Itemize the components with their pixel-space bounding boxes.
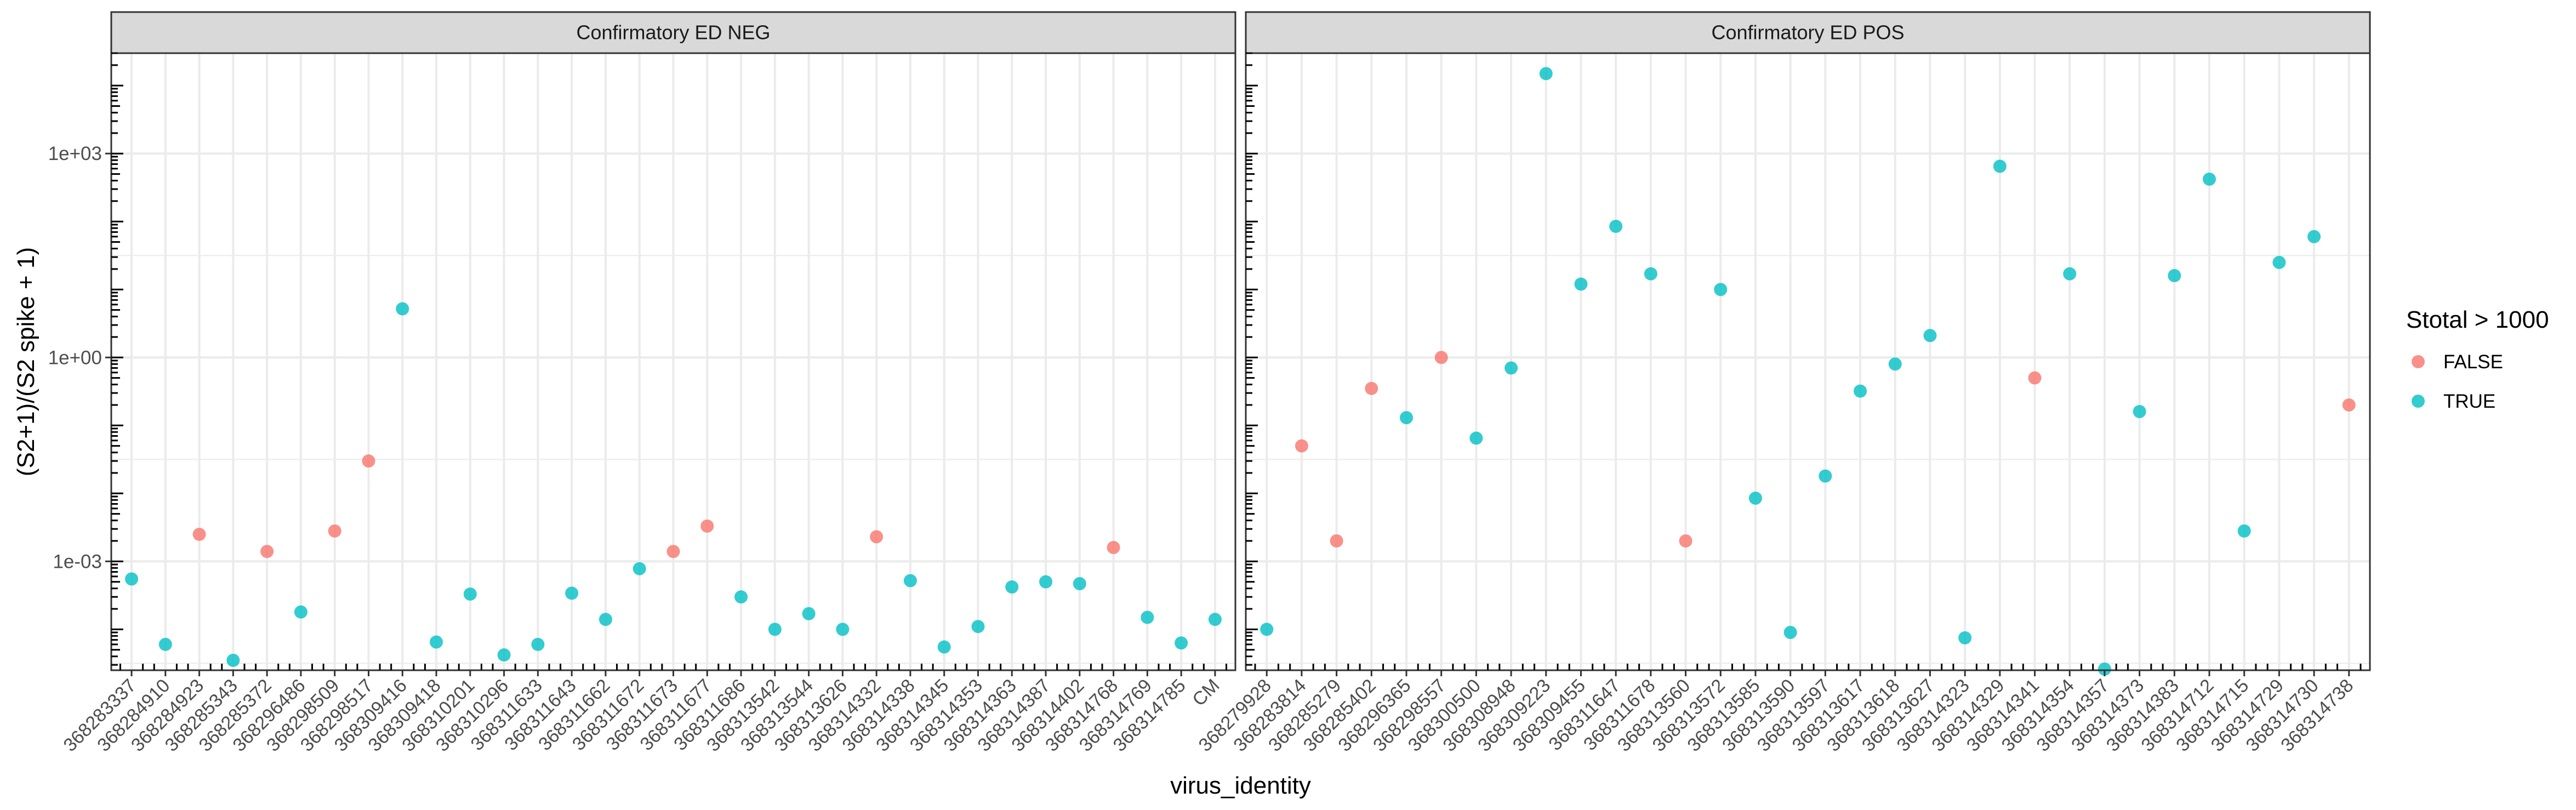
panel-confirmatory-ed-pos: Confirmatory ED POS 36827992836828381436… bbox=[1195, 11, 2371, 756]
data-point bbox=[802, 607, 816, 620]
gridlines-neg bbox=[111, 53, 1235, 670]
strip-confirmatory-ed-pos: Confirmatory ED POS bbox=[1711, 21, 1904, 44]
strip-confirmatory-ed-neg-bg bbox=[110, 11, 1236, 54]
points-neg bbox=[125, 302, 1222, 667]
data-point bbox=[260, 545, 274, 558]
x-ticks-neg: 3682833373682849103682849233682853433682… bbox=[60, 670, 1224, 756]
gridlines-pos bbox=[1246, 53, 2370, 670]
data-point bbox=[1141, 611, 1154, 624]
data-point bbox=[937, 640, 951, 654]
legend-key-true bbox=[2412, 395, 2425, 408]
data-point bbox=[1175, 636, 1188, 650]
data-point bbox=[2307, 230, 2321, 243]
data-point bbox=[497, 648, 511, 662]
data-point bbox=[2203, 172, 2216, 186]
data-point bbox=[396, 302, 409, 316]
legend-title: Stotal > 1000 bbox=[2406, 306, 2549, 333]
data-point bbox=[700, 520, 714, 533]
data-point bbox=[1574, 277, 1588, 291]
x-ticks-pos: 3682799283682838143682852793682854023682… bbox=[1195, 670, 2357, 756]
data-point bbox=[1539, 67, 1553, 81]
data-point bbox=[1854, 384, 1867, 398]
data-point bbox=[1005, 580, 1019, 594]
data-point bbox=[2063, 267, 2077, 281]
panel-border-pos bbox=[1245, 52, 2371, 671]
data-point bbox=[1714, 283, 1728, 296]
data-point bbox=[1434, 351, 1448, 364]
data-point bbox=[903, 574, 917, 587]
data-point bbox=[1504, 361, 1518, 375]
data-point bbox=[158, 637, 172, 651]
data-point bbox=[2237, 524, 2251, 538]
data-point bbox=[1400, 411, 1413, 425]
data-point bbox=[870, 530, 884, 544]
data-point bbox=[2272, 255, 2286, 269]
data-point bbox=[1260, 623, 1274, 636]
data-point bbox=[1295, 439, 1308, 453]
data-point bbox=[463, 587, 477, 601]
data-point bbox=[1923, 329, 1937, 343]
data-point bbox=[1819, 469, 1832, 483]
data-point bbox=[768, 623, 782, 636]
data-point bbox=[666, 545, 680, 558]
x-axis-title: virus_identity bbox=[1170, 772, 1311, 799]
y-tick-label: 1e+00 bbox=[48, 347, 102, 368]
data-point bbox=[1958, 631, 1972, 644]
legend-label-true: TRUE bbox=[2443, 391, 2495, 412]
data-point bbox=[2028, 371, 2042, 385]
data-point bbox=[1993, 159, 2007, 173]
panel-confirmatory-ed-neg: Confirmatory ED NEG 36828333736828491036… bbox=[60, 11, 1236, 756]
data-point bbox=[1208, 613, 1222, 626]
data-point bbox=[125, 572, 139, 586]
data-point bbox=[2133, 404, 2146, 418]
data-point bbox=[2342, 398, 2356, 412]
data-point bbox=[1609, 219, 1623, 233]
data-point bbox=[1073, 577, 1086, 590]
data-point bbox=[192, 527, 206, 541]
data-point bbox=[632, 562, 646, 575]
data-point bbox=[1330, 534, 1343, 547]
data-point bbox=[2168, 269, 2181, 282]
y-tick-label: 1e-03 bbox=[53, 551, 102, 572]
data-point bbox=[328, 524, 341, 538]
data-point bbox=[1039, 575, 1053, 589]
strip-confirmatory-ed-neg: Confirmatory ED NEG bbox=[576, 21, 770, 44]
data-point bbox=[565, 586, 579, 600]
data-point bbox=[1679, 534, 1692, 547]
legend-key-false bbox=[2412, 355, 2425, 368]
legend: Stotal > 1000 FALSE TRUE bbox=[2406, 306, 2549, 412]
panel-background-pos bbox=[1246, 53, 2370, 670]
data-point bbox=[1888, 357, 1902, 371]
legend-label-false: FALSE bbox=[2443, 351, 2503, 373]
y-axis-title: (S2+1)/(S2 spike + 1) bbox=[13, 247, 39, 476]
data-point bbox=[226, 653, 240, 667]
data-point bbox=[734, 590, 748, 604]
data-point bbox=[599, 613, 612, 626]
data-point bbox=[1748, 492, 1762, 505]
minor-ticks-pos bbox=[1246, 52, 2362, 670]
points-pos bbox=[1260, 67, 2356, 676]
y-tick-label: 1e+03 bbox=[48, 143, 102, 164]
data-point bbox=[362, 454, 375, 468]
minor-ticks-neg bbox=[111, 52, 1228, 670]
data-point bbox=[531, 637, 545, 651]
data-point bbox=[1365, 381, 1378, 395]
data-point bbox=[1644, 267, 1657, 281]
data-point bbox=[294, 605, 307, 619]
data-point bbox=[1107, 540, 1120, 554]
data-point bbox=[1469, 431, 1483, 445]
data-point bbox=[1783, 626, 1797, 640]
data-point bbox=[971, 620, 985, 634]
data-point bbox=[430, 635, 443, 649]
data-point bbox=[2098, 662, 2111, 676]
x-tick-label: CM bbox=[1188, 675, 1223, 710]
y-axis: 1e-03 1e+00 1e+03 bbox=[48, 143, 111, 572]
data-point bbox=[836, 623, 850, 636]
